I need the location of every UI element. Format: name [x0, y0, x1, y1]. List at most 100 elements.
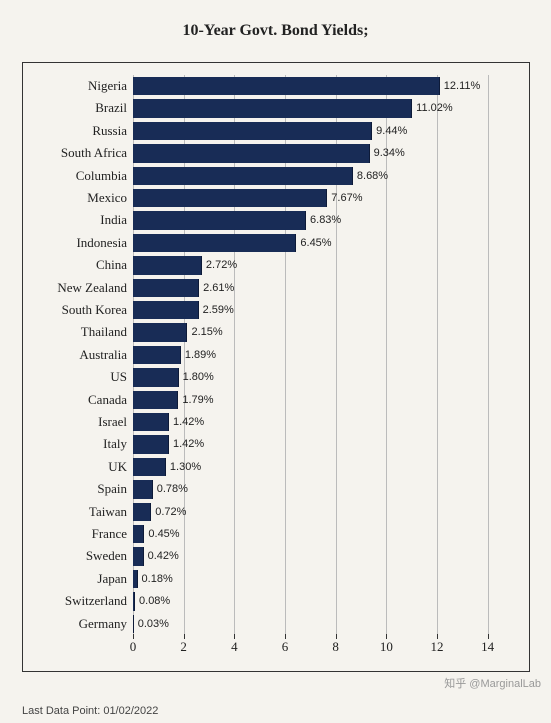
category-label: Australia: [79, 344, 127, 366]
bar: [133, 480, 153, 498]
bar-row: Thailand2.15%: [133, 321, 513, 343]
footer-text: Last Data Point: 01/02/2022: [22, 705, 158, 717]
bar: [133, 77, 440, 95]
x-axis: 02468101214: [133, 635, 513, 665]
bar: [133, 503, 151, 521]
bar-row: China2.72%: [133, 254, 513, 276]
bar-row: South Korea2.59%: [133, 299, 513, 321]
category-label: UK: [108, 456, 127, 478]
value-label: 12.11%: [444, 75, 481, 97]
xtick-label: 10: [380, 639, 393, 655]
bar-row: Brazil11.02%: [133, 97, 513, 119]
bar-row: Switzerland0.08%: [133, 590, 513, 612]
value-label: 0.18%: [142, 568, 173, 590]
bar: [133, 615, 134, 633]
plot-area: Nigeria12.11%Brazil11.02%Russia9.44%Sout…: [133, 75, 513, 635]
bar-row: South Africa9.34%: [133, 142, 513, 164]
chart-title: 10-Year Govt. Bond Yields;: [0, 0, 551, 54]
bar: [133, 279, 199, 297]
bar: [133, 368, 179, 386]
category-label: China: [96, 254, 127, 276]
value-label: 1.89%: [185, 344, 216, 366]
category-label: France: [92, 523, 127, 545]
bar-row: Sweden0.42%: [133, 545, 513, 567]
bar-row: India6.83%: [133, 209, 513, 231]
bar: [133, 144, 370, 162]
bar-row: US1.80%: [133, 366, 513, 388]
category-label: Thailand: [81, 321, 127, 343]
bar-row: Israel1.42%: [133, 411, 513, 433]
bar-row: Canada1.79%: [133, 389, 513, 411]
bar-row: UK1.30%: [133, 456, 513, 478]
bar-row: Russia9.44%: [133, 120, 513, 142]
bar: [133, 570, 138, 588]
category-label: Brazil: [95, 97, 127, 119]
bar-row: New Zealand2.61%: [133, 277, 513, 299]
value-label: 1.30%: [170, 456, 201, 478]
value-label: 0.45%: [148, 523, 179, 545]
value-label: 0.03%: [138, 613, 169, 635]
xtick-label: 6: [282, 639, 289, 655]
bar: [133, 346, 181, 364]
category-label: Germany: [79, 613, 127, 635]
value-label: 7.67%: [331, 187, 362, 209]
bar: [133, 301, 199, 319]
bar: [133, 122, 372, 140]
bar: [133, 525, 144, 543]
category-label: New Zealand: [57, 277, 127, 299]
category-label: Switzerland: [65, 590, 127, 612]
category-label: South Africa: [61, 142, 127, 164]
value-label: 1.80%: [183, 366, 214, 388]
bar-row: Germany0.03%: [133, 613, 513, 635]
value-label: 11.02%: [416, 97, 453, 119]
value-label: 9.34%: [374, 142, 405, 164]
bar-row: Japan0.18%: [133, 568, 513, 590]
value-label: 2.59%: [203, 299, 234, 321]
xtick-label: 0: [130, 639, 137, 655]
value-label: 6.83%: [310, 209, 341, 231]
category-label: Israel: [98, 411, 127, 433]
chart-frame: Nigeria12.11%Brazil11.02%Russia9.44%Sout…: [22, 62, 530, 672]
value-label: 1.79%: [182, 389, 213, 411]
value-label: 0.08%: [139, 590, 170, 612]
bar: [133, 458, 166, 476]
bar: [133, 391, 178, 409]
bar: [133, 592, 135, 610]
value-label: 9.44%: [376, 120, 407, 142]
category-label: India: [100, 209, 127, 231]
watermark: 知乎 @MarginalLab: [444, 675, 541, 691]
bar: [133, 167, 353, 185]
value-label: 0.72%: [155, 501, 186, 523]
bar-row: France0.45%: [133, 523, 513, 545]
category-label: Taiwan: [89, 501, 127, 523]
bar-row: Mexico7.67%: [133, 187, 513, 209]
xtick-label: 14: [481, 639, 494, 655]
category-label: South Korea: [62, 299, 127, 321]
value-label: 0.42%: [148, 545, 179, 567]
bar: [133, 435, 169, 453]
category-label: Russia: [92, 120, 127, 142]
bar-row: Nigeria12.11%: [133, 75, 513, 97]
bar: [133, 99, 412, 117]
category-label: Japan: [97, 568, 127, 590]
category-label: Nigeria: [88, 75, 127, 97]
category-label: Italy: [103, 433, 127, 455]
category-label: US: [110, 366, 127, 388]
value-label: 8.68%: [357, 165, 388, 187]
bar-row: Italy1.42%: [133, 433, 513, 455]
category-label: Sweden: [86, 545, 127, 567]
value-label: 1.42%: [173, 433, 204, 455]
category-label: Mexico: [87, 187, 127, 209]
bar: [133, 234, 296, 252]
xtick-label: 2: [180, 639, 187, 655]
bar: [133, 256, 202, 274]
category-label: Indonesia: [76, 232, 127, 254]
bar-row: Columbia8.68%: [133, 165, 513, 187]
xtick-label: 8: [332, 639, 339, 655]
bar-row: Spain0.78%: [133, 478, 513, 500]
value-label: 1.42%: [173, 411, 204, 433]
bar: [133, 323, 187, 341]
bar: [133, 189, 327, 207]
value-label: 2.61%: [203, 277, 234, 299]
bar: [133, 211, 306, 229]
